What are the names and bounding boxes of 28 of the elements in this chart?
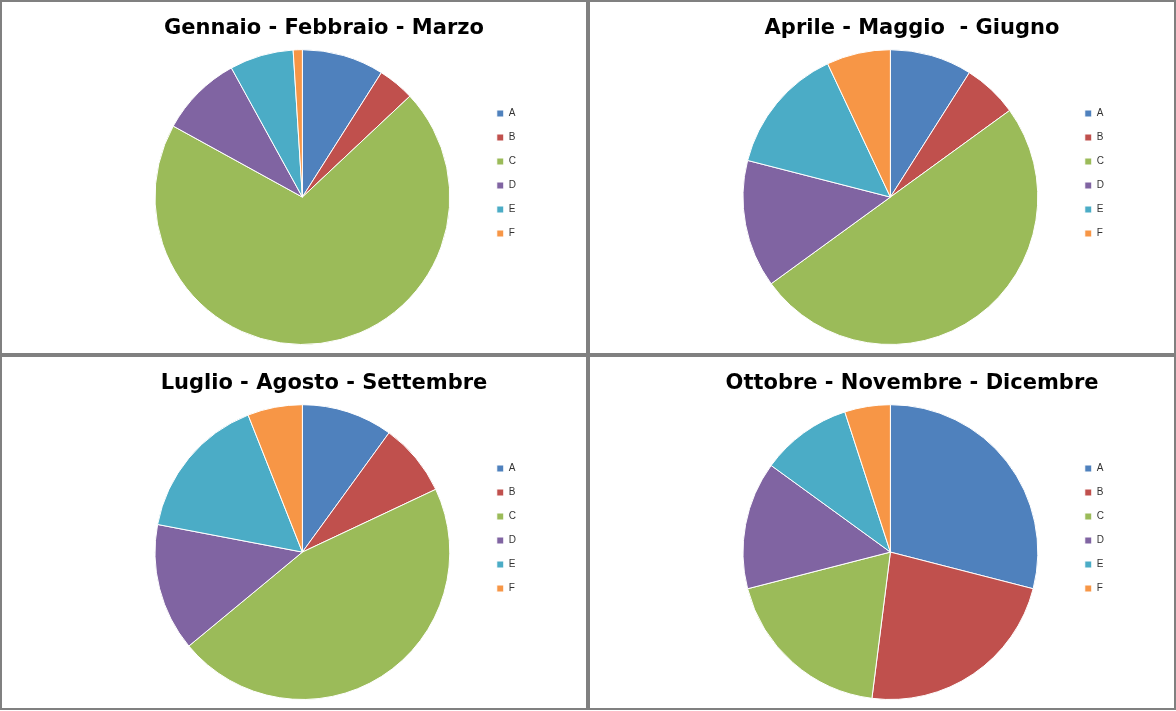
legend-label: F <box>1096 227 1103 239</box>
legend-label: D <box>1096 179 1105 191</box>
legend-label: C <box>1096 510 1105 522</box>
legend-label: D <box>508 534 517 546</box>
legend-label: B <box>1096 486 1104 498</box>
legend-label: C <box>508 155 517 167</box>
legend-label: B <box>508 486 516 498</box>
legend-label: C <box>508 510 517 522</box>
legend-label: A <box>508 107 516 119</box>
legend-label: F <box>1096 582 1103 594</box>
legend-label: F <box>508 582 515 594</box>
legend-label: E <box>1096 203 1104 215</box>
legend-label: A <box>1096 462 1104 474</box>
chart-title: Luglio - Agosto - Settembre <box>160 370 488 395</box>
legend-label: C <box>1096 155 1105 167</box>
legend-label: B <box>508 131 516 143</box>
chart-title: Ottobre - Novembre - Dicembre <box>725 370 1099 395</box>
legend-label: E <box>508 203 516 215</box>
legend-label: E <box>1096 558 1104 570</box>
legend-label: A <box>1096 107 1104 119</box>
legend-label: A <box>508 462 516 474</box>
legend-label: F <box>508 227 515 239</box>
legend-label: D <box>508 179 517 191</box>
legend-label: B <box>1096 131 1104 143</box>
chart-title: Gennaio - Febbraio - Marzo <box>164 15 484 40</box>
legend-label: D <box>1096 534 1105 546</box>
chart-title: Aprile - Maggio - Giugno <box>764 15 1060 40</box>
legend-label: E <box>508 558 516 570</box>
